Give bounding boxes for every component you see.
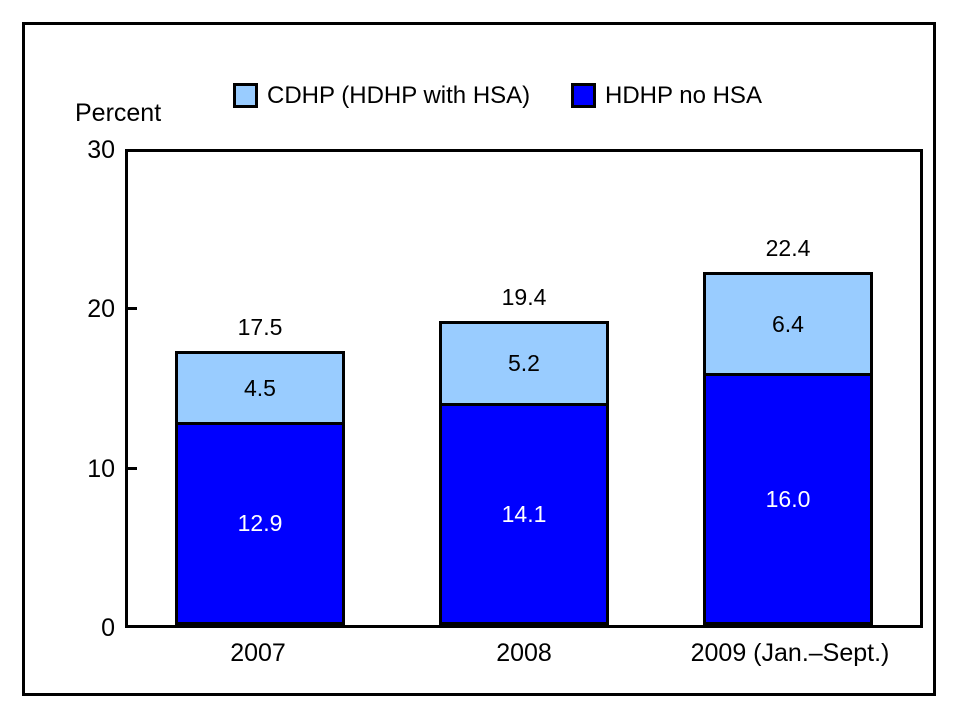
plot-area: 17.5 4.5 12.9 19.4 5.2 14.1 22.4 6.4 16.0 [125, 149, 923, 628]
bar-stack: 5.2 14.1 [439, 321, 609, 625]
segment-value-label: 14.1 [501, 500, 547, 527]
bars-layer: 17.5 4.5 12.9 19.4 5.2 14.1 22.4 6.4 16.0 [128, 152, 920, 625]
legend-item-cdhp: CDHP (HDHP with HSA) [233, 82, 530, 109]
segment-value-label: 5.2 [508, 350, 540, 376]
bar-segment-hdhp: 12.9 [178, 425, 342, 622]
bar-segment-cdhp: 5.2 [442, 324, 606, 406]
y-tick-label-30: 30 [87, 136, 115, 164]
legend-label-cdhp: CDHP (HDHP with HSA) [267, 81, 531, 109]
x-category-label-2008: 2008 [496, 639, 552, 667]
bar-stack: 4.5 12.9 [175, 351, 345, 625]
y-tick-mark-10 [128, 467, 137, 470]
segment-value-label: 12.9 [237, 510, 283, 536]
bar-total-label: 17.5 [237, 314, 283, 340]
y-tick-label-0: 0 [101, 614, 115, 642]
bar-total-label: 19.4 [501, 284, 547, 310]
y-axis-title: Percent [75, 99, 162, 127]
bar-segment-hdhp: 14.1 [442, 406, 606, 622]
y-tick-label-20: 20 [87, 295, 115, 323]
bar-total-label: 22.4 [765, 235, 811, 261]
segment-value-label: 6.4 [772, 310, 804, 337]
bar-segment-cdhp: 4.5 [178, 354, 342, 425]
legend-label-hdhp: HDHP no HSA [605, 81, 762, 109]
bar-segment-hdhp: 16.0 [706, 376, 870, 622]
y-tick-mark-20 [128, 307, 137, 310]
x-category-label-2007: 2007 [230, 639, 286, 667]
legend-swatch-cdhp-icon [233, 83, 258, 108]
y-tick-label-10: 10 [87, 455, 115, 483]
bar-segment-cdhp: 6.4 [706, 275, 870, 376]
legend-item-hdhp: HDHP no HSA [571, 82, 762, 109]
segment-value-label: 4.5 [244, 374, 276, 401]
chart-frame: Percent CDHP (HDHP with HSA) HDHP no HSA… [22, 22, 936, 696]
x-category-label-2009: 2009 (Jan.–Sept.) [690, 639, 890, 667]
bar-stack: 6.4 16.0 [703, 272, 873, 625]
segment-value-label: 16.0 [765, 485, 811, 512]
legend-swatch-hdhp-icon [571, 83, 596, 108]
